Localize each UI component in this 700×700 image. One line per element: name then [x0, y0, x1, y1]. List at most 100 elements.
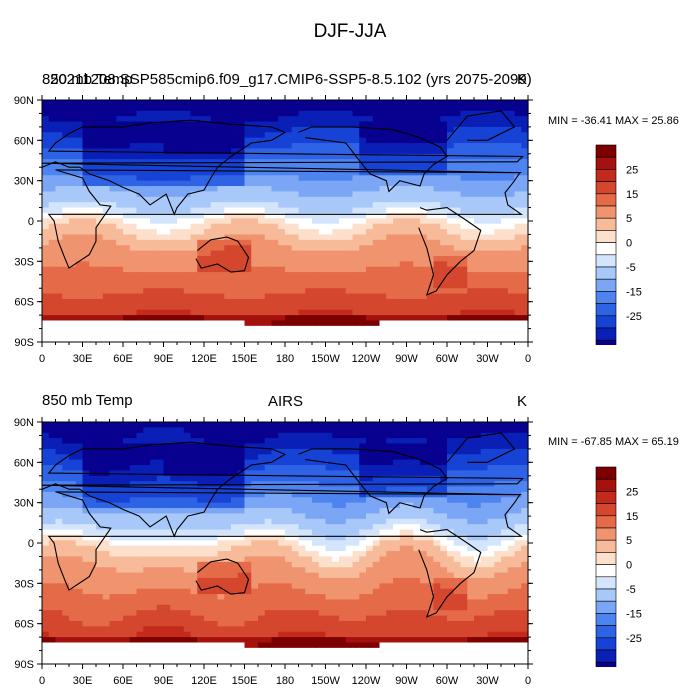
- field-cell: [501, 293, 509, 300]
- field-cell: [366, 524, 374, 531]
- field-cell: [507, 331, 516, 338]
- field-cell: [244, 470, 252, 477]
- field-cell: [204, 298, 212, 305]
- field-cell: [399, 143, 408, 149]
- field-cell: [129, 336, 138, 343]
- field-cell: [393, 309, 401, 316]
- field-cell: [467, 432, 475, 439]
- field-cell: [312, 288, 320, 295]
- field-cell: [163, 143, 171, 149]
- field-cell: [332, 164, 340, 171]
- field-cell: [210, 100, 219, 106]
- field-cell: [197, 250, 205, 257]
- field-cell: [393, 250, 401, 257]
- field-cell: [298, 486, 306, 493]
- field-cell: [217, 148, 225, 155]
- field-cell: [494, 331, 502, 338]
- field-cell: [514, 126, 522, 133]
- field-cell: [487, 282, 495, 289]
- field-cell: [217, 470, 225, 477]
- x-tick-label: 30W: [476, 353, 499, 365]
- field-cell: [55, 223, 63, 230]
- field-cell: [305, 255, 313, 262]
- field-cell: [177, 143, 185, 149]
- field-cell: [177, 448, 185, 455]
- field-cell: [197, 116, 205, 123]
- field-cell: [366, 475, 374, 482]
- field-cell: [285, 454, 293, 461]
- field-cell: [379, 250, 387, 257]
- field-cell: [116, 513, 124, 520]
- field-cell: [487, 459, 495, 466]
- field-cell: [359, 132, 367, 139]
- field-cell: [123, 218, 131, 225]
- field-cell: [136, 100, 144, 106]
- field-cell: [217, 491, 225, 498]
- field-cell: [325, 470, 333, 477]
- field-cell: [447, 502, 455, 509]
- field-cell: [372, 518, 381, 525]
- field-cell: [325, 132, 333, 139]
- field-cell: [440, 132, 448, 139]
- field-cell: [42, 137, 50, 144]
- field-cell: [116, 481, 124, 488]
- field-cell: [285, 148, 293, 155]
- field-cell: [224, 223, 232, 230]
- field-cell: [123, 315, 131, 322]
- field-cell: [399, 454, 408, 461]
- field-cell: [352, 245, 360, 252]
- field-cell: [507, 272, 516, 279]
- field-cell: [487, 191, 495, 198]
- field-cell: [55, 116, 63, 123]
- field-cell: [339, 315, 347, 322]
- field-cell: [163, 277, 171, 284]
- field-cell: [372, 207, 381, 214]
- field-cell: [102, 137, 111, 144]
- field-cell: [345, 229, 354, 236]
- field-cell: [102, 277, 111, 284]
- field-cell: [197, 336, 205, 343]
- field-cell: [312, 304, 320, 311]
- field-cell: [312, 475, 320, 482]
- field-cell: [467, 132, 475, 139]
- field-cell: [426, 315, 435, 322]
- field-cell: [433, 293, 441, 300]
- field-cell: [177, 100, 185, 106]
- field-cell: [426, 277, 435, 284]
- field-cell: [494, 266, 502, 273]
- field-cell: [413, 212, 421, 219]
- field-cell: [291, 282, 300, 289]
- field-cell: [372, 121, 381, 128]
- field-cell: [521, 529, 529, 536]
- field-cell: [494, 223, 502, 230]
- field-cell: [258, 282, 266, 289]
- field-cell: [359, 234, 367, 241]
- field-cell: [123, 277, 131, 284]
- field-cell: [210, 438, 219, 445]
- field-cell: [217, 518, 225, 525]
- field-cell: [440, 105, 448, 112]
- field-cell: [386, 465, 394, 471]
- field-cell: [82, 261, 90, 268]
- field-cell: [379, 422, 387, 428]
- field-cell: [426, 132, 435, 139]
- field-cell: [197, 315, 205, 322]
- field-cell: [170, 422, 178, 428]
- field-cell: [143, 266, 151, 273]
- field-cell: [420, 298, 428, 305]
- field-cell: [251, 239, 259, 246]
- field-cell: [231, 320, 239, 327]
- field-cell: [102, 272, 111, 279]
- field-cell: [271, 202, 279, 209]
- field-cell: [339, 470, 347, 477]
- field-cell: [156, 223, 165, 230]
- field-cell: [42, 255, 50, 262]
- colorbar-box: [595, 144, 617, 158]
- field-cell: [244, 448, 252, 455]
- field-cell: [75, 159, 84, 166]
- field-cell: [42, 470, 50, 477]
- field-cell: [150, 110, 158, 117]
- field-cell: [197, 186, 205, 193]
- field-cell: [197, 448, 205, 455]
- field-cell: [305, 229, 313, 236]
